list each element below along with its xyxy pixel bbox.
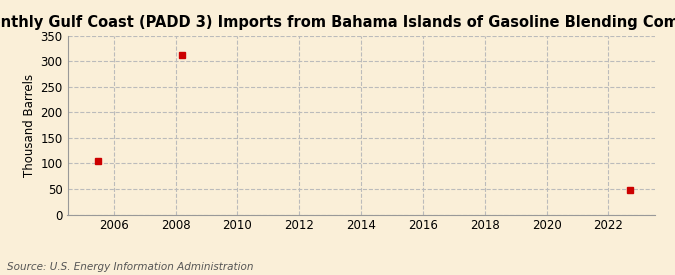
Y-axis label: Thousand Barrels: Thousand Barrels: [23, 73, 36, 177]
Title: Monthly Gulf Coast (PADD 3) Imports from Bahama Islands of Gasoline Blending Com: Monthly Gulf Coast (PADD 3) Imports from…: [0, 15, 675, 31]
Text: Source: U.S. Energy Information Administration: Source: U.S. Energy Information Administ…: [7, 262, 253, 272]
